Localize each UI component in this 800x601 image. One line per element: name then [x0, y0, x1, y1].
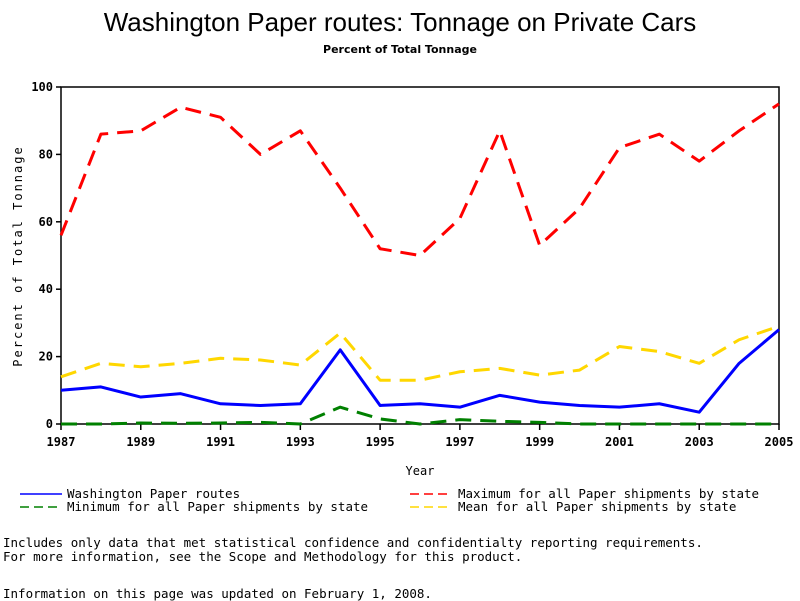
x-tick-label: 2001: [605, 435, 634, 449]
y-tick-label: 100: [31, 80, 53, 94]
y-tick-label: 60: [39, 215, 53, 229]
x-tick-label: 1991: [206, 435, 235, 449]
plot-area: 0 20 40 60 80 100 1987 1989 1991 1993 1995 1997 1999…: [31, 80, 793, 449]
series-minimum-line: [61, 405, 779, 426]
y-axis-label: Percent of Total Tonnage: [11, 145, 25, 366]
y-tick-label: 0: [46, 417, 53, 431]
series-maximum-line: [59, 102, 780, 257]
x-tick-label: 1997: [445, 435, 474, 449]
confidentiality-note: Includes only data that met statistical …: [3, 535, 703, 550]
legend-maximum-label: Maximum for all Paper shipments by state: [458, 486, 759, 501]
x-tick-label: 1999: [525, 435, 554, 449]
methodology-note: For more information, see the Scope and …: [3, 549, 523, 564]
x-tick-label: 1993: [286, 435, 315, 449]
legend-washington-label: Washington Paper routes: [67, 486, 240, 501]
x-tick-label: 1989: [126, 435, 155, 449]
x-tick-label: 1995: [366, 435, 395, 449]
chart-title: Washington Paper routes: Tonnage on Priv…: [104, 7, 697, 37]
y-tick-label: 40: [39, 282, 53, 296]
series-washington-line: [60, 328, 780, 414]
legend-minimum-label: Minimum for all Paper shipments by state: [67, 499, 368, 514]
series-mean-line: [60, 324, 780, 382]
legend: Washington Paper routes Maximum for all P…: [20, 486, 759, 514]
legend-mean-label: Mean for all Paper shipments by state: [458, 499, 736, 514]
y-tick-label: 80: [39, 147, 53, 161]
chart-subtitle: Percent of Total Tonnage: [323, 43, 477, 56]
updated-note: Information on this page was updated on …: [3, 586, 432, 601]
x-tick-label: 2005: [765, 435, 794, 449]
x-tick-label: 1987: [47, 435, 76, 449]
y-tick-label: 20: [39, 350, 53, 364]
x-axis-label: Year: [406, 464, 435, 478]
plot-frame: [60, 86, 780, 425]
x-tick-label: 2003: [685, 435, 714, 449]
